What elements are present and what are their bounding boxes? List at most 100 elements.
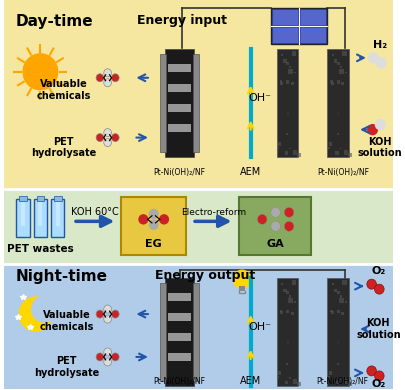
FancyBboxPatch shape [341, 82, 344, 85]
Circle shape [19, 297, 52, 331]
FancyBboxPatch shape [338, 342, 339, 343]
FancyBboxPatch shape [301, 28, 326, 43]
FancyBboxPatch shape [329, 371, 332, 375]
FancyBboxPatch shape [286, 363, 288, 365]
Circle shape [284, 222, 294, 231]
Circle shape [271, 222, 280, 231]
FancyBboxPatch shape [168, 104, 191, 112]
FancyBboxPatch shape [347, 153, 352, 157]
Text: GA: GA [267, 239, 284, 249]
FancyBboxPatch shape [337, 310, 340, 313]
FancyBboxPatch shape [345, 301, 347, 303]
FancyBboxPatch shape [239, 286, 245, 291]
Text: Energy input: Energy input [136, 14, 226, 27]
Circle shape [160, 215, 168, 224]
Circle shape [139, 215, 148, 224]
Text: Valuable
chemicals: Valuable chemicals [39, 310, 94, 332]
Circle shape [367, 279, 376, 289]
Circle shape [367, 366, 376, 376]
FancyBboxPatch shape [273, 28, 298, 43]
FancyBboxPatch shape [289, 295, 291, 297]
Circle shape [104, 138, 111, 147]
FancyBboxPatch shape [340, 295, 342, 297]
FancyBboxPatch shape [281, 311, 283, 314]
Text: KOH 60°C: KOH 60°C [71, 207, 119, 217]
Text: O₂: O₂ [371, 379, 386, 389]
Circle shape [368, 125, 377, 135]
FancyBboxPatch shape [168, 313, 191, 321]
FancyBboxPatch shape [340, 67, 341, 69]
Text: PET
hydrolysate: PET hydrolysate [34, 356, 99, 378]
Text: AEM: AEM [240, 376, 261, 386]
FancyBboxPatch shape [337, 291, 340, 294]
FancyBboxPatch shape [328, 49, 349, 156]
FancyBboxPatch shape [38, 202, 43, 226]
Circle shape [96, 134, 104, 142]
Text: PET wastes: PET wastes [7, 244, 74, 254]
FancyBboxPatch shape [288, 298, 293, 303]
FancyBboxPatch shape [284, 381, 288, 385]
Circle shape [104, 129, 111, 136]
FancyBboxPatch shape [339, 69, 344, 74]
Text: Energy output: Energy output [156, 269, 256, 282]
Text: H₂: H₂ [373, 40, 387, 50]
FancyBboxPatch shape [284, 151, 288, 155]
FancyBboxPatch shape [288, 69, 293, 74]
FancyBboxPatch shape [329, 142, 332, 145]
Text: PET
hydrolysate: PET hydrolysate [31, 137, 96, 158]
FancyBboxPatch shape [51, 199, 64, 237]
FancyBboxPatch shape [330, 80, 333, 83]
Circle shape [271, 207, 280, 217]
FancyBboxPatch shape [328, 376, 330, 378]
FancyBboxPatch shape [337, 363, 339, 365]
FancyBboxPatch shape [279, 310, 282, 312]
Text: Pt-Ni(OH)₂/NF: Pt-Ni(OH)₂/NF [153, 168, 206, 177]
FancyBboxPatch shape [278, 142, 281, 145]
Circle shape [369, 53, 378, 63]
Circle shape [375, 120, 385, 129]
Circle shape [284, 207, 294, 217]
FancyBboxPatch shape [286, 291, 289, 294]
FancyBboxPatch shape [286, 80, 289, 83]
Text: Night-time: Night-time [15, 269, 107, 284]
Circle shape [375, 284, 384, 294]
FancyBboxPatch shape [168, 124, 191, 131]
FancyBboxPatch shape [294, 72, 296, 73]
FancyBboxPatch shape [286, 310, 289, 313]
FancyBboxPatch shape [56, 202, 60, 226]
FancyBboxPatch shape [19, 197, 27, 201]
FancyBboxPatch shape [290, 67, 291, 69]
Text: AEM: AEM [240, 167, 261, 177]
Circle shape [104, 69, 111, 77]
FancyBboxPatch shape [278, 371, 281, 375]
FancyBboxPatch shape [283, 289, 287, 292]
FancyBboxPatch shape [288, 342, 289, 343]
FancyBboxPatch shape [334, 59, 337, 63]
FancyBboxPatch shape [288, 113, 289, 114]
FancyBboxPatch shape [277, 278, 298, 386]
FancyBboxPatch shape [296, 382, 301, 386]
FancyBboxPatch shape [281, 54, 283, 56]
Circle shape [96, 310, 104, 318]
FancyBboxPatch shape [338, 113, 339, 114]
FancyBboxPatch shape [279, 80, 282, 83]
FancyBboxPatch shape [286, 62, 289, 65]
FancyBboxPatch shape [36, 197, 44, 201]
FancyBboxPatch shape [193, 283, 199, 381]
Text: Pt-Ni(OH)₂/NF: Pt-Ni(OH)₂/NF [316, 377, 368, 386]
FancyBboxPatch shape [331, 311, 334, 314]
Text: KOH
solution: KOH solution [356, 318, 401, 340]
FancyBboxPatch shape [293, 379, 297, 384]
FancyBboxPatch shape [239, 197, 311, 255]
FancyBboxPatch shape [290, 312, 294, 315]
FancyBboxPatch shape [345, 72, 347, 73]
FancyBboxPatch shape [165, 49, 194, 156]
FancyBboxPatch shape [277, 147, 279, 149]
Text: Valuable
chemicals: Valuable chemicals [36, 79, 91, 101]
FancyBboxPatch shape [328, 278, 349, 386]
Text: Day-time: Day-time [15, 14, 93, 29]
Circle shape [96, 353, 104, 361]
Circle shape [149, 209, 158, 218]
Circle shape [104, 348, 111, 356]
Text: Pt-Ni(OH)₂/NF: Pt-Ni(OH)₂/NF [153, 377, 206, 386]
